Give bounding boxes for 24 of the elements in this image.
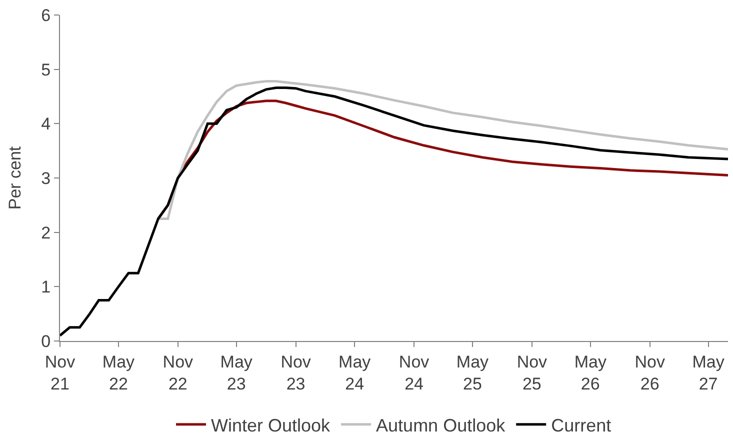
x-tick-label: May 24 (338, 352, 372, 394)
y-tick-label: 4 (41, 114, 51, 134)
x-tick-label: Nov 25 (516, 352, 548, 394)
x-tick-label: May 26 (574, 352, 607, 394)
y-tick-label: 2 (41, 223, 51, 242)
legend-label: Current (551, 415, 612, 436)
x-tick-label: May 23 (220, 352, 253, 394)
y-tick-label: 6 (41, 6, 51, 25)
y-tick-label: 1 (41, 278, 51, 297)
y-axis-title: Per cent (6, 146, 25, 210)
x-tick-label: Nov 21 (44, 352, 76, 394)
x-tick-label: May 25 (456, 352, 490, 394)
x-tick-label: May 27 (692, 352, 725, 394)
line-series (60, 86, 728, 337)
legend-label: Winter Outlook (211, 415, 332, 436)
y-tick-label: 3 (41, 168, 51, 188)
y-tick-label: 0 (41, 332, 51, 351)
x-tick-label: Nov 23 (280, 352, 312, 394)
y-tick-label: 5 (41, 60, 51, 80)
x-tick-label: Nov 22 (162, 352, 194, 394)
x-tick-label: Nov 24 (398, 352, 430, 394)
x-tick-label: Nov 26 (634, 352, 666, 394)
x-tick-label: May 22 (102, 352, 136, 394)
legend-label: Autumn Outlook (376, 415, 506, 436)
